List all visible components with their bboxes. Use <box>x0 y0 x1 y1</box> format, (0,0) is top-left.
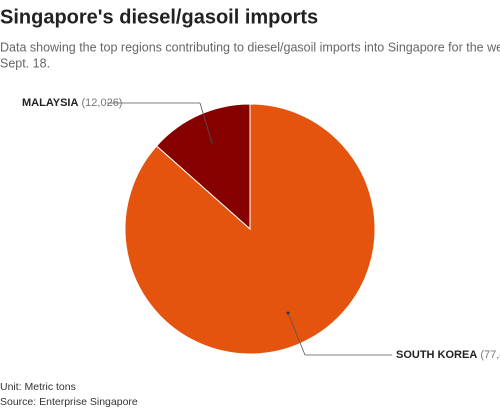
subtitle: Sept. 18. <box>0 56 50 70</box>
category-label: MALAYSIA <box>22 97 78 109</box>
leader-line <box>199 102 213 144</box>
pie-slice <box>155 103 251 231</box>
leader-dot <box>286 311 290 315</box>
value-label: (77,456) <box>480 349 500 361</box>
chart-title: Singapore's diesel/gasoil imports <box>0 6 318 28</box>
pie <box>124 103 376 355</box>
note: Unit: Metric tons <box>0 381 76 393</box>
pie-slice <box>124 103 376 355</box>
source: Source: Enterprise Singapore <box>0 396 138 408</box>
slice-label: MALAYSIA (12,026) <box>22 97 122 109</box>
slice-label: SOUTH KOREA (77,456) <box>396 349 500 361</box>
subtitle: Data showing the top regions contributin… <box>0 40 500 54</box>
value-label: (12,026) <box>82 97 123 109</box>
leader-dot <box>210 141 214 145</box>
category-label: SOUTH KOREA <box>396 349 477 361</box>
leader-line <box>287 312 306 356</box>
